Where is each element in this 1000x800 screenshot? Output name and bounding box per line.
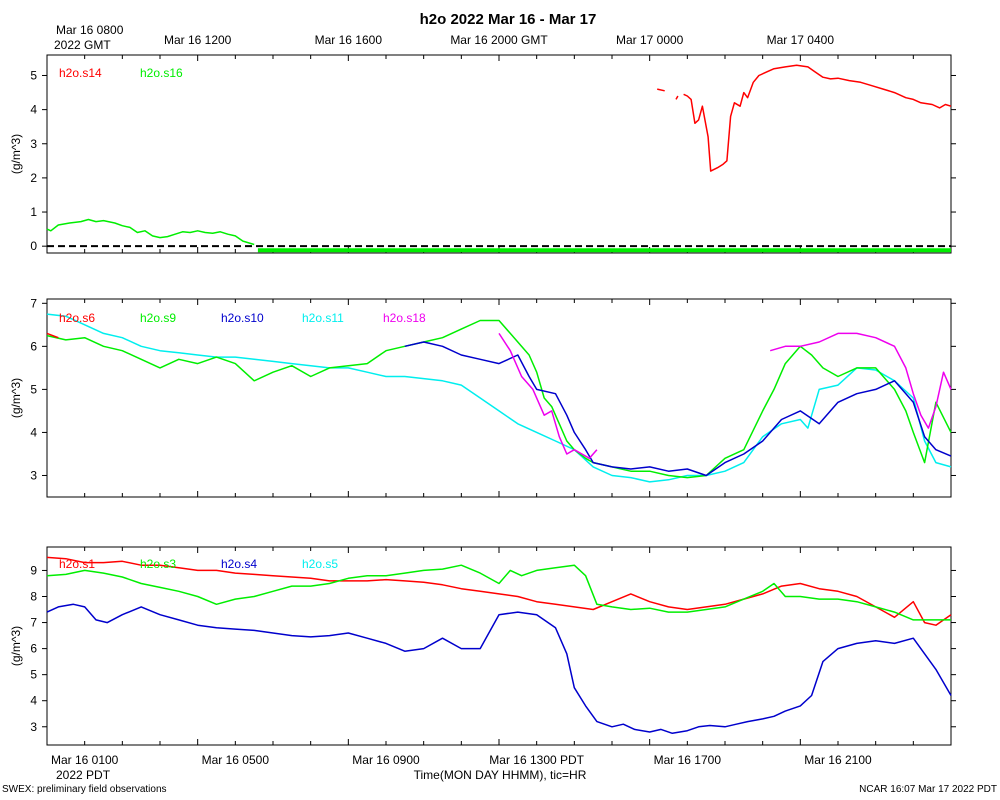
- plot-frame: [46, 298, 952, 498]
- chart-title: h2o 2022 Mar 16 - Mar 17: [420, 11, 597, 28]
- y-axis-label: (g/m^3): [9, 626, 23, 666]
- legend-h2o-s14: h2o.s14: [59, 66, 102, 80]
- gmt-start-label-line1: Mar 16 0800: [56, 23, 124, 37]
- y-tick-label: 4: [30, 425, 37, 439]
- bottom-tick-label: Mar 16 0100: [51, 753, 119, 767]
- series-line-h2o-s16: [46, 218, 255, 246]
- y-tick-label: 5: [30, 382, 37, 396]
- legend-h2o-s1: h2o.s1: [59, 557, 95, 571]
- top-tick-label: Mar 16 1200: [164, 33, 232, 47]
- bottom-tick-label: Mar 16 1300 PDT: [489, 753, 584, 767]
- top-tick-label: Mar 17 0000: [616, 33, 684, 47]
- series-line-h2o-s9: [46, 319, 952, 479]
- panel-bottom: 3 4 5 6 7 8 9 (g/m^3) h2o.s1 h2o.s3 h2o.s4 h2o.s5: [9, 546, 956, 746]
- x-axis-title: Time(MON DAY HHMM), tic=HR: [414, 768, 587, 782]
- legend-h2o-s11: h2o.s11: [302, 311, 344, 325]
- series-line-h2o-s14: [657, 64, 952, 172]
- legend-h2o-s4: h2o.s4: [221, 557, 257, 571]
- y-axis-label: (g/m^3): [9, 378, 23, 418]
- y-tick-label: 6: [30, 339, 37, 353]
- y-tick-label: 2: [30, 171, 37, 185]
- panel-top: 0 1 2 3 4 5 (g/m^3) h2o.s14 h2o.s16: [9, 54, 956, 254]
- bottom-tick-label: Mar 16 0500: [202, 753, 270, 767]
- y-tick-label: 5: [30, 668, 37, 682]
- legend-h2o-s6: h2o.s6: [59, 311, 95, 325]
- y-tick-label: 9: [30, 563, 37, 577]
- bottom-x-tick-labels: Mar 16 0100 Mar 16 0500 Mar 16 0900 Mar 16 …: [51, 753, 872, 767]
- footer-right-note: NCAR 16:07 Mar 17 2022 PDT: [859, 784, 997, 795]
- series-line-h2o-s4: [46, 603, 952, 735]
- legend-h2o-s18: h2o.s18: [383, 311, 426, 325]
- y-axis-label: (g/m^3): [9, 134, 23, 174]
- series-line-h2o-s1: [46, 556, 952, 626]
- legend-h2o-s5: h2o.s5: [302, 557, 338, 571]
- top-tick-label: Mar 17 0400: [767, 33, 835, 47]
- series-line-h2o-s11: [46, 313, 952, 483]
- y-tick-label: 5: [30, 68, 37, 82]
- y-tick-label: 4: [30, 694, 37, 708]
- y-tick-label: 7: [30, 296, 37, 310]
- y-tick-label: 6: [30, 642, 37, 656]
- panel-middle: 3 4 5 6 7 (g/m^3) h2o.s6 h2o.s9 h2o.s10 h2o.s11 h2…: [9, 296, 956, 498]
- bottom-tick-label: Mar 16 1700: [654, 753, 722, 767]
- y-tick-label: 7: [30, 616, 37, 630]
- y-tick-label: 4: [30, 103, 37, 117]
- top-tick-label: Mar 16 2000 GMT: [450, 33, 548, 47]
- top-x-tick-labels: Mar 16 1200 Mar 16 1600 Mar 16 2000 GMT Mar…: [164, 33, 834, 47]
- series-line-h2o-s3: [46, 564, 951, 621]
- plot-frame: [46, 546, 952, 746]
- pdt-start-label: 2022 PDT: [56, 768, 111, 782]
- legend-h2o-s3: h2o.s3: [140, 557, 176, 571]
- series-line-h2o-s10: [404, 341, 952, 477]
- y-tick-label: 0: [30, 239, 37, 253]
- y-tick-label: 3: [30, 720, 37, 734]
- bottom-tick-label: Mar 16 2100: [804, 753, 872, 767]
- y-tick-label: 8: [30, 590, 37, 604]
- top-tick-label: Mar 16 1600: [315, 33, 383, 47]
- legend-h2o-s9: h2o.s9: [140, 311, 176, 325]
- plot-frame: [46, 54, 952, 254]
- y-tick-label: 1: [30, 205, 37, 219]
- legend-h2o-s10: h2o.s10: [221, 311, 264, 325]
- legend-h2o-s16: h2o.s16: [140, 66, 183, 80]
- series-line-h2o-s6: [46, 332, 59, 339]
- y-tick-label: 3: [30, 468, 37, 482]
- bottom-tick-label: Mar 16 0900: [352, 753, 420, 767]
- footer-left-note: SWEX: preliminary field observations: [2, 784, 167, 795]
- gmt-start-label-line2: 2022 GMT: [54, 38, 111, 52]
- series-line-h2o-s18: [498, 332, 952, 460]
- y-tick-label: 3: [30, 137, 37, 151]
